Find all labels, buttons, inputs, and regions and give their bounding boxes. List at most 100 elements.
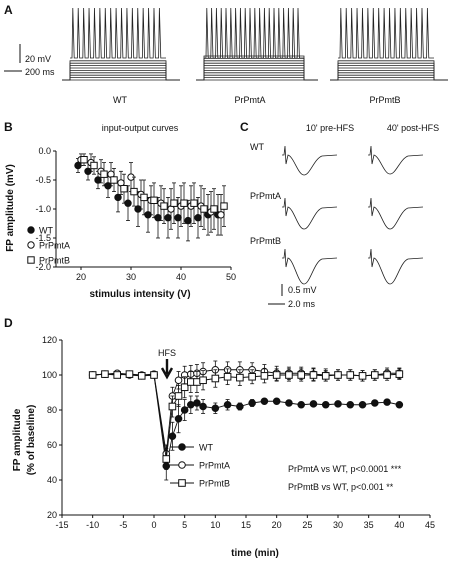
hfs-arrow-icon bbox=[160, 359, 174, 380]
panel-b-point bbox=[90, 161, 98, 170]
panel-d-series-prpmtb bbox=[88, 368, 404, 470]
panel-b-ylabel: FP amplitude (mV) bbox=[5, 164, 16, 252]
panel-d-point bbox=[199, 402, 207, 411]
panel-d-xtick-label: 25 bbox=[302, 520, 312, 530]
panel-c-fp-trace bbox=[368, 248, 424, 285]
panel-d-point bbox=[272, 371, 281, 379]
panel-d-legend-marker bbox=[178, 461, 186, 469]
panel-c-traces bbox=[282, 145, 424, 285]
panel-d-ytick-label: 40 bbox=[47, 475, 57, 485]
panel-d-point bbox=[248, 372, 256, 381]
panel-d-series-prpmta bbox=[88, 360, 404, 463]
panel-d-xtick-label: 40 bbox=[394, 520, 404, 530]
panel-d-point bbox=[383, 371, 391, 379]
panel-d-xtick-label: 10 bbox=[210, 520, 220, 530]
panel-d-point bbox=[236, 373, 244, 382]
panel-d-legend-label: PrPmtB bbox=[199, 479, 230, 489]
panel-c-row-label-wt: WT bbox=[250, 142, 264, 152]
panel-a-scalebar-h-label: 200 ms bbox=[25, 67, 55, 77]
panel-b-point bbox=[114, 193, 122, 202]
panel-c-fp-trace bbox=[368, 197, 424, 230]
panel-d-xtick-label: 5 bbox=[182, 520, 187, 530]
panel-d-series-line bbox=[92, 373, 400, 460]
panel-d-xtick-label: -15 bbox=[55, 520, 68, 530]
panel-d-point bbox=[211, 374, 220, 383]
panel-c-col-label-post: 40' post-HFS bbox=[387, 123, 439, 133]
panel-d-point bbox=[180, 383, 189, 392]
panel-b-ytick-label: -0.5 bbox=[35, 175, 51, 185]
panel-d-point bbox=[236, 402, 244, 411]
panel-a-letter: A bbox=[4, 3, 13, 17]
panel-d-point bbox=[174, 414, 183, 423]
panel-d-point bbox=[285, 399, 293, 407]
panel-d-point bbox=[174, 376, 183, 385]
panel-d-point bbox=[168, 432, 177, 441]
panel-a-label-prpmtb: PrPmtB bbox=[369, 95, 400, 105]
panel-d-point bbox=[174, 392, 183, 400]
panel-d-xtick-label: 35 bbox=[364, 520, 374, 530]
panel-d-point bbox=[334, 400, 342, 408]
panel-d-xtick-label: -5 bbox=[119, 520, 127, 530]
panel-a-spike-trace bbox=[338, 7, 434, 59]
panel-b-chart: 20 30 40 50 0.0 -0.5 -1.0 -1.5 -2.0 WT PrPmtA PrPmt… bbox=[27, 146, 236, 282]
panel-d-legend-label: WT bbox=[199, 443, 213, 453]
panel-d-point bbox=[272, 397, 281, 406]
panel-d-legend-marker bbox=[178, 443, 186, 451]
panel-b-legend-label: PrPmtA bbox=[39, 241, 70, 251]
panel-d-point bbox=[297, 371, 305, 379]
panel-d-point bbox=[248, 399, 256, 407]
panel-d-xlabel: time (min) bbox=[231, 548, 279, 559]
panel-d-chart: -15 -10 -5 0 5 10 15 20 25 30 35 40 45 20 40 60 80 100 120… bbox=[42, 335, 435, 530]
panel-d-point bbox=[285, 371, 293, 379]
panel-d-point bbox=[113, 371, 122, 379]
panel-c-scalebar-v-label: 0.5 mV bbox=[288, 285, 317, 295]
panel-d-point bbox=[297, 400, 306, 409]
panel-d-point bbox=[260, 397, 269, 406]
panel-b-letter: B bbox=[4, 120, 13, 134]
panel-a-scalebar-v-label: 20 mV bbox=[25, 54, 51, 64]
panel-d-point bbox=[371, 399, 379, 407]
panel-d-point bbox=[162, 455, 171, 463]
panel-b-legend-label: WT bbox=[39, 226, 53, 236]
panel-d-ytick-label: 100 bbox=[42, 370, 57, 380]
panel-c-letter: C bbox=[240, 120, 249, 134]
panel-b-point bbox=[210, 205, 218, 213]
panel-a-step-trace bbox=[196, 72, 318, 81]
panel-d-ytick-label: 120 bbox=[42, 335, 57, 345]
panel-b-xtick-label: 50 bbox=[226, 272, 236, 282]
panel-b-ytick-label: -2.0 bbox=[35, 262, 51, 272]
panel-d-point bbox=[260, 372, 269, 380]
panel-d-point bbox=[383, 398, 391, 406]
panel-a-step-trace bbox=[330, 67, 448, 81]
panel-d-legend: WT PrPmtA PrPmtB bbox=[170, 443, 230, 489]
panel-b-title: input-output curves bbox=[102, 123, 179, 133]
panel-b-legend: WT PrPmtA PrPmtB bbox=[27, 226, 70, 266]
panel-c-fp-trace bbox=[282, 145, 338, 176]
panel-a-step-trace bbox=[330, 60, 448, 81]
panel-d-point bbox=[395, 370, 404, 378]
panel-d-point bbox=[334, 371, 342, 379]
panel-a-trace-group bbox=[62, 7, 180, 81]
panel-d-stat-prpmtb: PrPmtB vs WT, p<0.001 ** bbox=[288, 482, 394, 492]
panel-d-stat-prpmta: PrPmtA vs WT, p<0.0001 *** bbox=[288, 464, 402, 474]
panel-b-ytick-label: 0.0 bbox=[38, 146, 51, 156]
panel-d-series-line bbox=[92, 369, 400, 454]
panel-d-point bbox=[321, 372, 330, 380]
panel-a-step-trace bbox=[196, 67, 318, 81]
panel-c-col-label-pre: 10' pre-HFS bbox=[306, 123, 354, 133]
panel-b-legend-marker bbox=[27, 256, 35, 264]
panel-d-xtick-label: 20 bbox=[272, 520, 282, 530]
panel-b-point bbox=[170, 199, 178, 207]
panel-a-step-trace bbox=[62, 67, 180, 81]
panel-d-point bbox=[125, 370, 134, 378]
panel-b-point bbox=[180, 199, 188, 207]
panel-d-point bbox=[168, 402, 177, 411]
panel-d-point bbox=[199, 376, 207, 385]
panel-b-point bbox=[184, 216, 192, 225]
panel-c-fp-trace bbox=[282, 197, 338, 230]
panel-b-series-prpmta bbox=[77, 153, 225, 236]
panel-b-point bbox=[200, 205, 208, 213]
panel-d-point bbox=[358, 372, 367, 380]
panel-d-point bbox=[346, 371, 355, 379]
